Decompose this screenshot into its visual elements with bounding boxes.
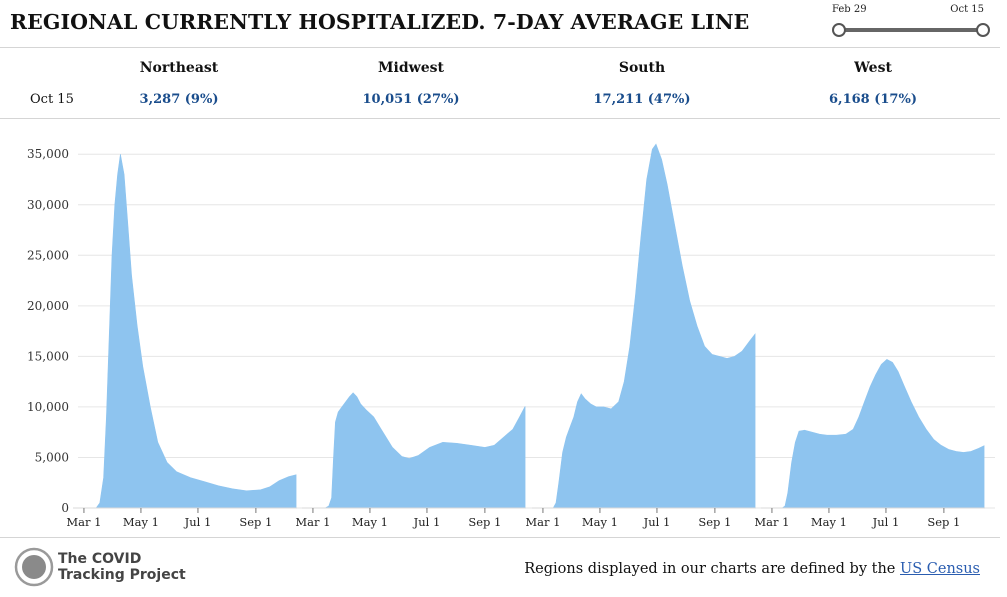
slider-end-handle[interactable] [976,23,990,37]
region-value-midwest: 10,051 (27%) [362,92,460,107]
region-value-west: 6,168 (17%) [829,92,917,107]
footer-divider [0,537,1000,538]
footer-note: Regions displayed in our charts are defi… [524,561,980,577]
x-tick-label: Jul 1 [413,515,441,529]
x-tick-label: Sep 1 [239,515,272,529]
region-value-northeast: 3,287 (9%) [139,92,219,107]
slider-start-label: Feb 29 [832,4,867,15]
x-tick-label: May 1 [811,515,847,529]
region-name-midwest: Midwest [378,60,444,76]
slider-start-handle[interactable] [832,23,846,37]
x-tick-label: Jul 1 [184,515,212,529]
region-name-south: South [618,60,666,76]
date-range-slider[interactable]: Feb 29 Oct 15 [830,4,990,40]
x-tick-label: Jul 1 [643,515,671,529]
y-tick-label: 5,000 [35,450,69,464]
y-tick-label: 0 [61,501,69,515]
y-tick-label: 20,000 [27,299,69,313]
y-tick-label: 35,000 [27,147,69,161]
slider-track[interactable] [838,28,984,32]
area-midwest [312,392,526,509]
area-layer [83,143,985,509]
chart-title: REGIONAL CURRENTLY HOSPITALIZED. 7-DAY A… [10,10,750,34]
logo-line-1: The COVID [58,551,142,567]
x-tick-label: Mar 1 [295,515,330,529]
y-tick-label: 15,000 [27,349,69,363]
x-tick-label: Mar 1 [525,515,560,529]
grid-layer [78,153,995,509]
header-divider [0,47,1000,48]
hospitalized-chart: 0 5,000 10,000 15,000 20,000 25,000 30,000 35,0… [27,143,995,529]
y-tick-label: 25,000 [27,248,69,262]
area-west [771,359,985,509]
logo-mark-icon [14,547,54,587]
covid-tracking-logo[interactable]: The COVID Tracking Project [14,545,214,591]
logo-line-2: Tracking Project [58,567,186,583]
footer-note-text: Regions displayed in our charts are defi… [524,561,896,577]
area-south [542,143,756,509]
region-name-northeast: Northeast [139,60,219,76]
axis-layer: 0 5,000 10,000 15,000 20,000 25,000 30,000 35,0… [27,147,985,529]
us-census-link[interactable]: US Census [900,561,980,577]
x-tick-label: May 1 [582,515,618,529]
x-tick-label: Jul 1 [872,515,900,529]
x-tick-label: Sep 1 [927,515,960,529]
x-tick-label: May 1 [123,515,159,529]
region-name-west: West [854,60,892,76]
y-tick-label: 30,000 [27,198,69,212]
x-tick-label: Sep 1 [698,515,731,529]
summary-date: Oct 15 [30,92,74,107]
x-tick-label: May 1 [352,515,388,529]
slider-end-label: Oct 15 [950,4,984,15]
x-tick-label: Mar 1 [66,515,101,529]
area-northeast [83,154,297,509]
summary-divider [0,118,1000,119]
x-tick-label: Sep 1 [468,515,501,529]
y-tick-label: 10,000 [27,400,69,414]
region-value-south: 17,211 (47%) [593,92,691,107]
x-tick-label: Mar 1 [754,515,789,529]
